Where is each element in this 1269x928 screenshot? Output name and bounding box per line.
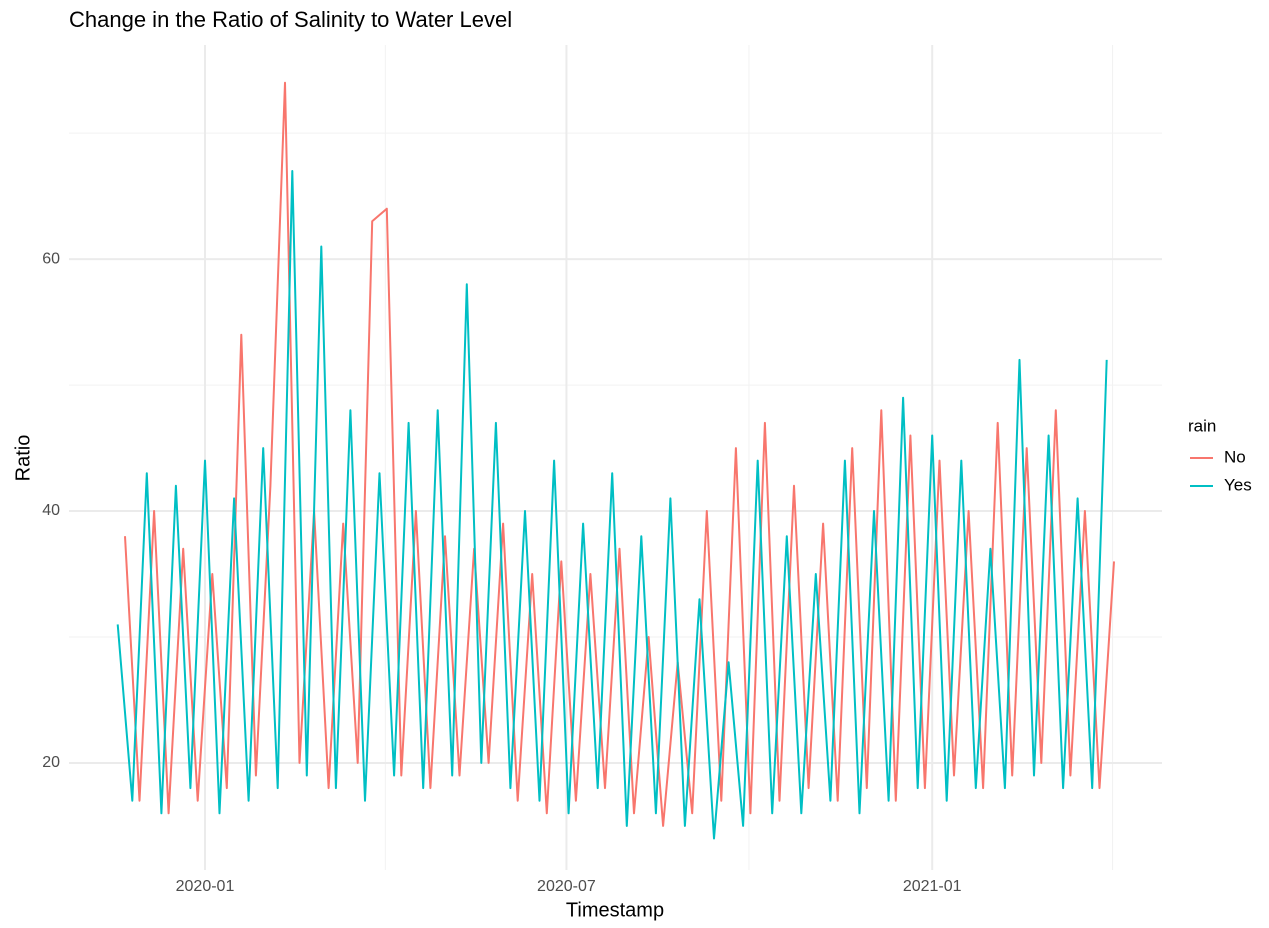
legend-label: Yes xyxy=(1224,475,1252,494)
y-tick-label: 60 xyxy=(42,250,60,267)
series-line xyxy=(124,81,1115,827)
legend-label: No xyxy=(1224,447,1246,466)
series-line xyxy=(116,170,1108,840)
y-tick-label: 20 xyxy=(42,754,60,771)
x-tick-label: 2020-01 xyxy=(176,878,235,895)
y-tick-label: 40 xyxy=(42,502,60,519)
x-tick-label: 2020-07 xyxy=(537,878,596,895)
x-tick-label: 2021-01 xyxy=(903,878,962,895)
x-axis-label: Timestamp xyxy=(566,899,664,921)
y-axis-label: Ratio xyxy=(12,435,34,482)
legend-title: rain xyxy=(1188,416,1216,435)
chart-title: Change in the Ratio of Salinity to Water… xyxy=(69,7,512,32)
